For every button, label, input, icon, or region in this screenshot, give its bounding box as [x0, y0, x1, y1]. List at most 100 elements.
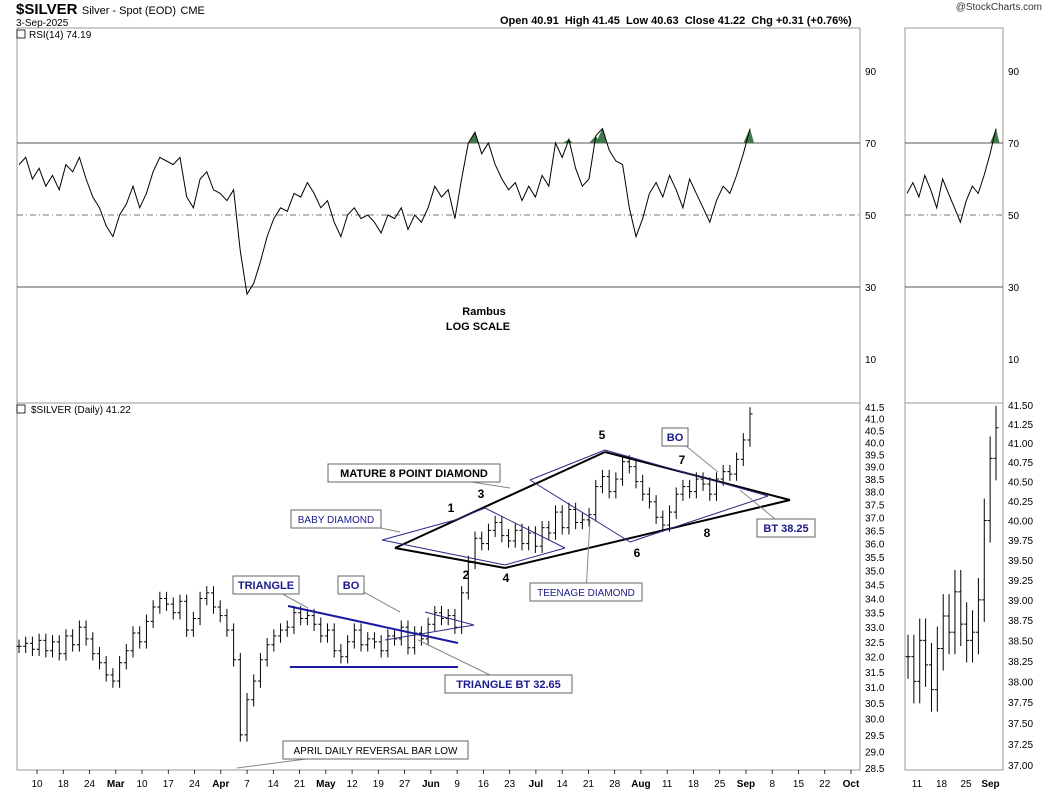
zoom-price-bars	[905, 405, 999, 712]
price-tick-label: 38.0	[865, 488, 885, 499]
x-tick-label: Jul	[529, 779, 544, 790]
price-tick-label: 30.5	[865, 699, 885, 710]
rsi-fill-region	[743, 128, 755, 143]
price-tick-label: 32.0	[865, 653, 885, 664]
x-tick-label: 24	[189, 779, 201, 790]
bo-diamond-label-box	[661, 427, 689, 447]
triangle-apex-line	[384, 624, 475, 641]
teenage-diamond-edge	[604, 449, 769, 497]
symbol-title: $SILVER	[16, 1, 78, 18]
rsi-fill-region	[468, 132, 480, 143]
x-axis: 10 18 24 Mar 10 17 24 Apr 7 14 21 May 12 19 27 Jun 9 16 23…	[31, 770, 860, 790]
rsi-tick-label: 50	[865, 211, 877, 222]
rsi-tick-label: 70	[865, 139, 877, 150]
zoom-rsi-tick-label: 70	[1008, 139, 1020, 150]
bo-triangle-label-box	[337, 575, 365, 595]
main-frame	[16, 27, 861, 771]
zoom-price-tick-label: 40.50	[1008, 478, 1033, 489]
mature-diamond-edge	[394, 451, 606, 549]
price-tick-label: 39.0	[865, 463, 885, 474]
point-label-7: 7	[679, 453, 686, 467]
x-tick-label: 18	[58, 779, 70, 790]
mature-diamond-edge	[394, 547, 506, 569]
x-tick-label: Oct	[843, 779, 860, 790]
price-tick-label: 40.0	[865, 438, 885, 449]
zoom-price-tick-label: 40.00	[1008, 516, 1033, 527]
pattern-drawings	[236, 436, 791, 769]
zoom-rsi-tick-label: 90	[1008, 67, 1020, 78]
price-tick-label: 32.5	[865, 638, 885, 649]
price-tick-label: 28.5	[865, 764, 885, 775]
april-low-label-box	[282, 740, 469, 760]
rsi-fill-region	[595, 128, 607, 143]
point-label-4: 4	[503, 571, 510, 585]
zoom-rsi-tick-label: 30	[1008, 283, 1020, 294]
baby-diamond-edge	[381, 519, 456, 541]
rsi-tick-label: 90	[865, 67, 877, 78]
price-tick-label: 31.5	[865, 668, 885, 679]
mature-diamond-label-box	[327, 463, 501, 483]
zoom-price-y-axis: 41.50 41.25 41.00 40.75 40.50 40.25 40.00 39.75…	[1008, 401, 1033, 772]
teenage-diamond-edge	[629, 495, 769, 543]
zoom-price-tick-label: 38.00	[1008, 677, 1033, 688]
mature-diamond-edge	[504, 499, 791, 569]
price-tick-label: 36.0	[865, 540, 885, 551]
x-tick-label: Apr	[212, 779, 229, 790]
zoom-x-tick-label: 11	[912, 779, 923, 790]
rsi-title: RSI(14) 74.19	[29, 30, 92, 41]
zoom-price-tick-label: 39.00	[1008, 596, 1033, 607]
price-tick-label: 41.5	[865, 403, 885, 414]
price-tick-label: 40.5	[865, 426, 885, 437]
price-tick-label: 33.5	[865, 609, 885, 620]
price-tick-label: 37.0	[865, 513, 885, 524]
zoom-x-axis: 11 18 25 Sep	[912, 779, 1000, 790]
price-tick-label: 31.0	[865, 683, 885, 694]
panel-frames	[16, 27, 1004, 771]
triangle-bt-label-text: TRIANGLE BT 32.65	[456, 679, 561, 691]
x-tick-label: 24	[84, 779, 96, 790]
x-tick-label: 8	[769, 779, 775, 790]
teenage-diamond-label-pointer	[585, 519, 591, 593]
zoom-price-tick-label: 38.50	[1008, 636, 1033, 647]
price-tick-label: 38.5	[865, 475, 885, 486]
zoom-rsi-tick-label: 50	[1008, 211, 1020, 222]
rsi-tick-label: 10	[865, 355, 877, 366]
zoom-price-tick-label: 41.50	[1008, 401, 1033, 412]
zoom-price-tick-label: 37.00	[1008, 761, 1033, 772]
triangle-label-box	[232, 575, 300, 595]
x-tick-label: 12	[347, 779, 359, 790]
x-tick-label: 17	[163, 779, 175, 790]
point-label-5: 5	[599, 428, 606, 442]
triangle-bt-label-box	[444, 674, 573, 694]
teenage-diamond-edge	[529, 479, 631, 543]
bo-triangle-label-text: BO	[343, 580, 360, 592]
zoom-price-tick-label: 37.25	[1008, 740, 1033, 751]
zoom-price-tick-label: 38.75	[1008, 616, 1033, 627]
x-tick-label: 25	[714, 779, 726, 790]
zoom-price-tick-label: 41.25	[1008, 420, 1033, 431]
price-tick-label: 34.0	[865, 594, 885, 605]
zoom-price-tick-label: 39.25	[1008, 576, 1033, 587]
price-bars	[16, 407, 753, 742]
chart-header: $SILVER Silver - Spot (EOD) CME	[16, 1, 205, 19]
x-tick-label: 18	[688, 779, 700, 790]
rsi-series-line	[18, 127, 751, 296]
zoom-x-tick-label: 25	[960, 779, 972, 790]
price-tick-label: 35.0	[865, 567, 885, 578]
x-tick-label: 15	[793, 779, 805, 790]
triangle-top-line	[287, 605, 459, 644]
rsi-gridlines	[17, 142, 860, 288]
baby-diamond-edge	[454, 507, 486, 521]
price-tick-label: 29.0	[865, 747, 885, 758]
zoom-rsi-y-axis: 10 30 50 70 90	[1008, 67, 1020, 366]
x-tick-label: 9	[454, 779, 460, 790]
price-tick-label: 39.5	[865, 450, 885, 461]
zoom-price-tick-label: 37.50	[1008, 719, 1033, 730]
price-legend: $SILVER (Daily) 41.22	[16, 404, 131, 416]
point-label-6: 6	[634, 546, 641, 560]
symbol-description: Silver - Spot (EOD)	[81, 5, 176, 17]
price-tick-label: 41.0	[865, 415, 885, 426]
x-tick-label: 21	[294, 779, 306, 790]
x-tick-label: 7	[244, 779, 250, 790]
